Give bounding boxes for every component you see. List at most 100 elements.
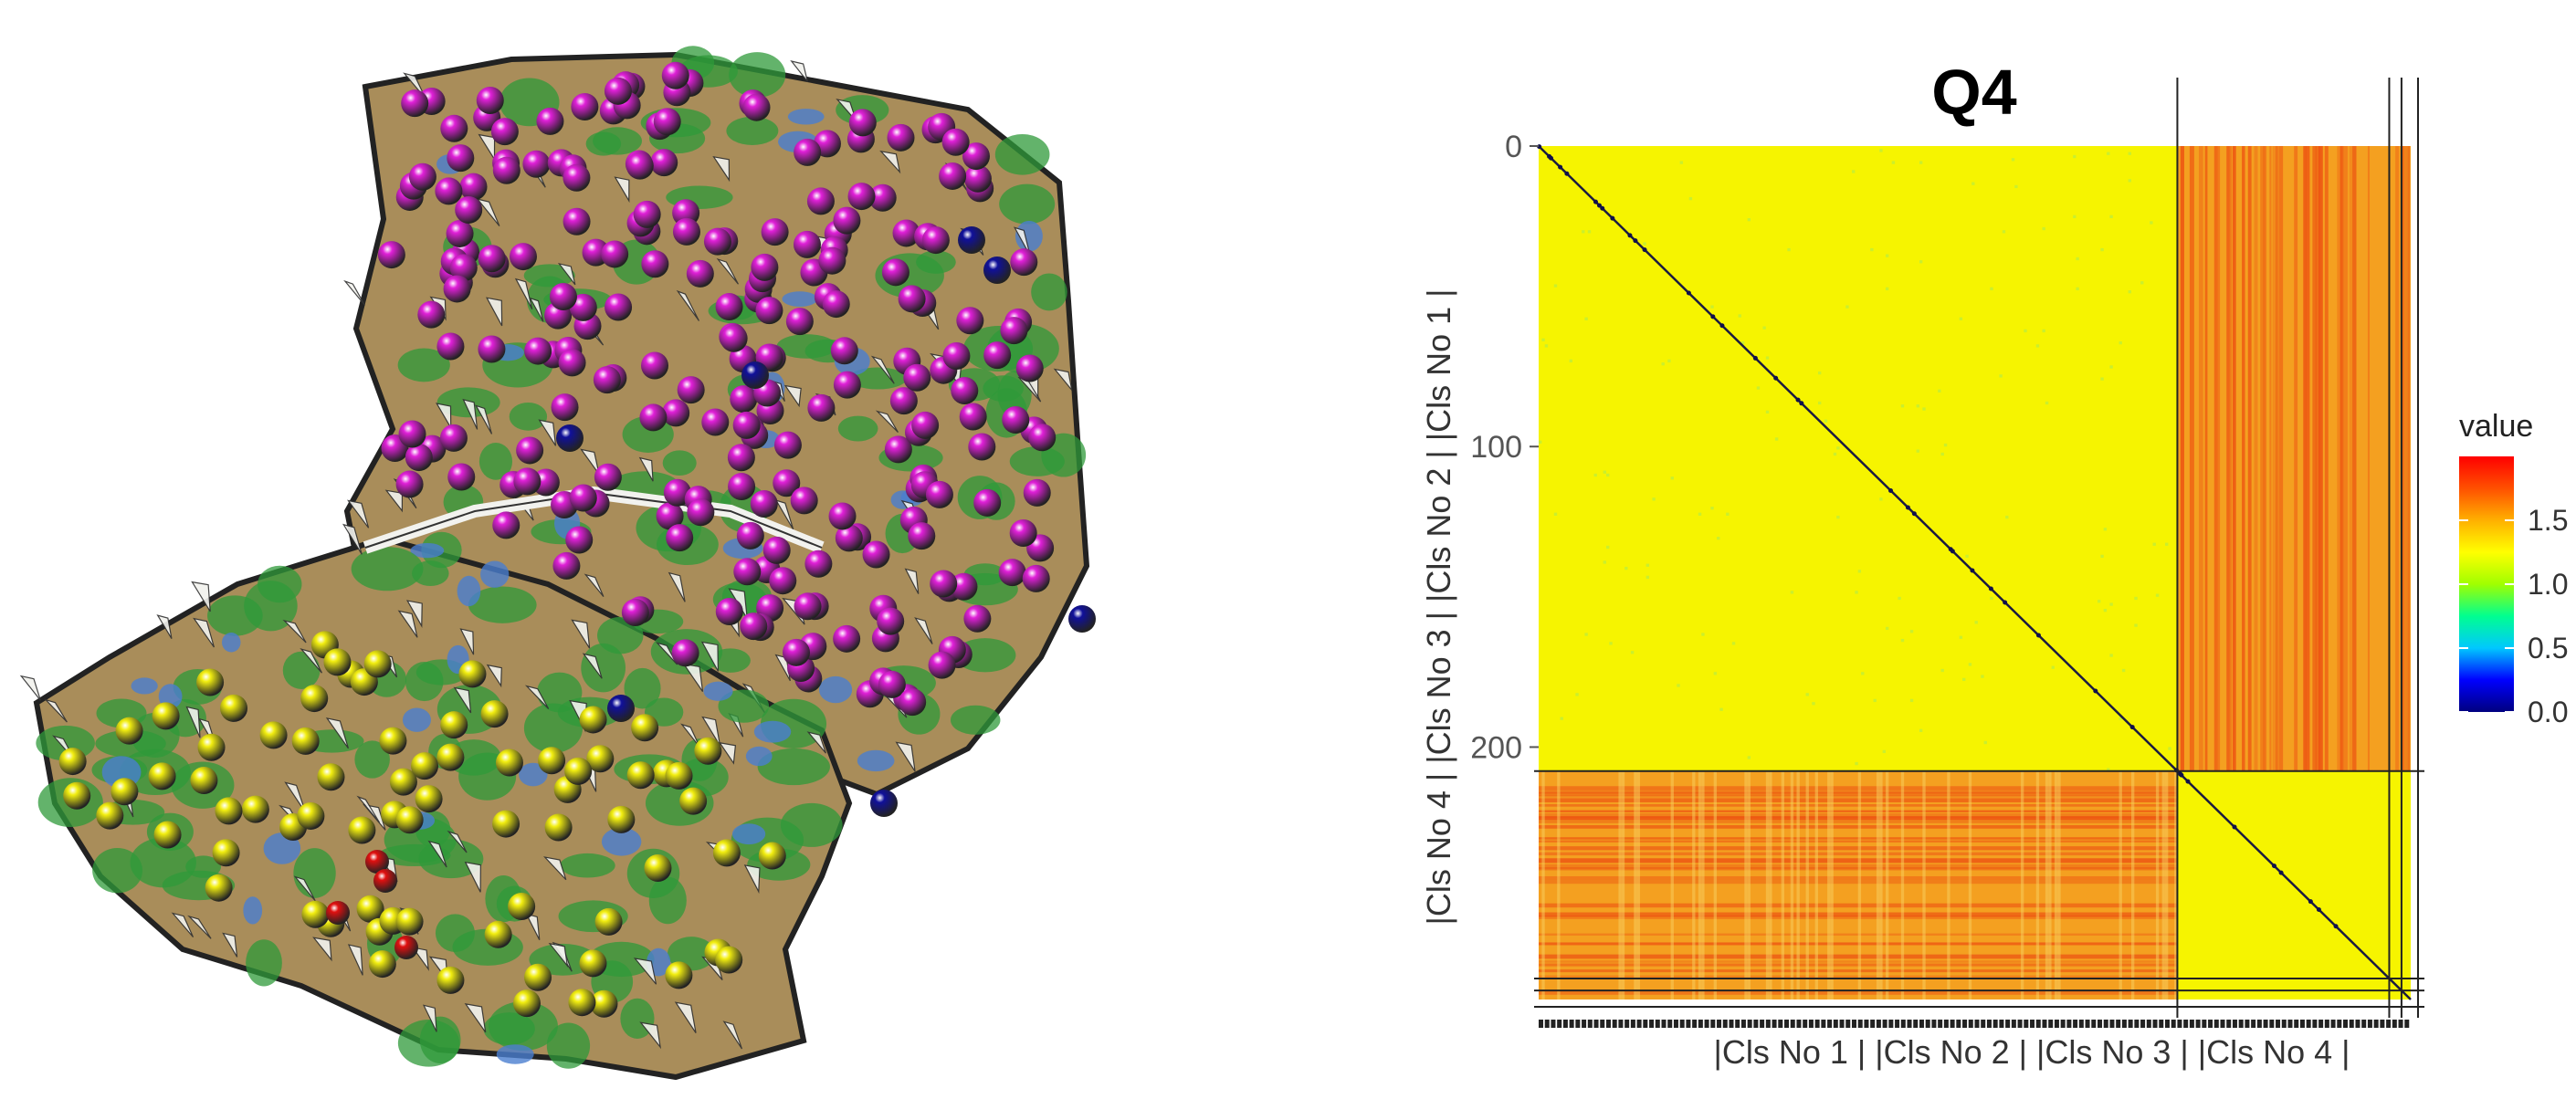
terrain-patch xyxy=(560,853,615,878)
marker-yellow xyxy=(679,787,708,815)
heatmap-diagonal-cell xyxy=(1596,203,1602,208)
heatmap-cell-column xyxy=(1713,770,1718,1000)
heatmap-cell xyxy=(1569,359,1572,363)
heatmap-cell xyxy=(2140,281,2144,285)
x-tick-mark xyxy=(1999,1020,2004,1028)
marker-magenta xyxy=(862,540,890,569)
heatmap-cell-column xyxy=(2057,770,2061,1000)
heatmap-diagonal-cell xyxy=(1610,215,1615,221)
heatmap-diagonal-cell xyxy=(2316,907,2321,913)
heatmap-diagonal-cell xyxy=(1600,205,1605,211)
heatmap-cell xyxy=(2109,602,2113,606)
heatmap-diagonal-cell xyxy=(1558,164,1563,170)
heatmap-cell-row xyxy=(1539,816,2178,821)
terrain-patch xyxy=(1015,220,1043,252)
heatmap-cell-column xyxy=(1557,770,1561,1000)
marker-yellow xyxy=(436,966,465,994)
heatmap-cell xyxy=(2076,287,2079,291)
x-tick-mark xyxy=(1827,1020,1833,1028)
terrain-ridge xyxy=(584,573,605,598)
x-tick-mark xyxy=(1814,1020,1820,1028)
heatmap-cell xyxy=(1747,756,1751,759)
heatmap-cell-column xyxy=(2263,146,2266,771)
terrain-ridge xyxy=(542,856,567,881)
terrain-patch xyxy=(246,939,282,987)
marker-yellow xyxy=(568,989,596,1017)
terrain-ridge xyxy=(19,675,41,701)
x-tick-mark xyxy=(1925,1020,1930,1028)
heatmap-cell xyxy=(1575,693,1579,696)
heatmap-cell xyxy=(1898,596,1901,601)
terrain-patch xyxy=(419,1016,461,1063)
heatmap-cell xyxy=(1560,717,1563,720)
x-tick-mark xyxy=(2195,1020,2201,1028)
heatmap-cell xyxy=(1916,404,1919,408)
marker-yellow xyxy=(205,874,233,902)
heatmap-axes: 0 100 200 xyxy=(1470,78,2424,1028)
x-tick-mark xyxy=(2312,1020,2318,1028)
x-tick-mark xyxy=(1907,1020,1912,1028)
x-tick-mark xyxy=(1784,1020,1790,1028)
marker-magenta xyxy=(686,259,714,288)
x-tick-mark xyxy=(1931,1020,1937,1028)
heatmap-cell xyxy=(1787,247,1791,252)
heatmap-cell xyxy=(1943,443,1948,447)
heatmap-cell xyxy=(1652,497,1656,501)
terrain-ridge xyxy=(282,619,307,644)
heatmap-cell-column xyxy=(2260,146,2265,771)
x-tick-mark xyxy=(2171,1020,2176,1028)
marker-yellow xyxy=(694,737,722,765)
x-tick-mark xyxy=(2343,1020,2349,1028)
heatmap-diagonal-cell xyxy=(1564,171,1570,176)
heatmap-cell xyxy=(1940,452,1944,456)
heatmap-diagonal-cell xyxy=(2035,633,2041,638)
terrain-patch xyxy=(351,547,424,591)
heatmap-cell xyxy=(1974,621,1978,624)
heatmap-cell-column xyxy=(2318,146,2323,771)
marker-yellow xyxy=(415,785,443,813)
terrain-ridge xyxy=(342,523,363,555)
legend-tick-label: 1.5 xyxy=(2528,504,2568,537)
topographic-map xyxy=(19,46,1096,1081)
marker-blue xyxy=(607,695,635,722)
terrain-patch xyxy=(745,746,773,767)
heatmap-cell xyxy=(1882,749,1886,754)
heatmap-cell-column xyxy=(2339,146,2344,771)
x-tick-mark xyxy=(2386,1020,2392,1028)
marker-yellow xyxy=(215,797,243,825)
x-tick-mark xyxy=(2098,1020,2103,1028)
marker-yellow xyxy=(356,895,384,923)
marker-yellow xyxy=(513,989,541,1018)
x-tick-mark xyxy=(1575,1020,1581,1028)
x-tick-mark xyxy=(2164,1020,2170,1028)
x-tick-mark xyxy=(2024,1020,2029,1028)
marker-yellow xyxy=(96,801,124,830)
marker-yellow xyxy=(665,961,693,989)
x-tick-mark xyxy=(2251,1020,2256,1028)
heatmap-cell xyxy=(1679,161,1684,164)
terrain-ridge xyxy=(312,937,332,962)
x-tick-mark xyxy=(2116,1020,2121,1028)
heatmap-cell-row xyxy=(1539,963,2178,967)
terrain-ridge xyxy=(384,489,404,513)
marker-magenta xyxy=(962,142,990,171)
marker-magenta xyxy=(715,597,743,625)
marker-magenta xyxy=(604,77,632,105)
marker-magenta xyxy=(951,377,979,405)
marker-magenta xyxy=(1009,519,1037,548)
marker-magenta xyxy=(889,387,918,415)
heatmap-cell-column xyxy=(1670,770,1674,1000)
heatmap-cell-column xyxy=(2242,146,2245,771)
terrain-patch xyxy=(787,109,825,125)
marker-blue xyxy=(1068,605,1096,633)
marker-magenta xyxy=(513,467,541,496)
heatmap-cell xyxy=(1833,452,1837,456)
x-tick-mark xyxy=(2330,1020,2336,1028)
marker-yellow xyxy=(301,900,330,928)
marker-magenta xyxy=(868,183,897,212)
terrain-patch xyxy=(243,896,263,925)
heatmap-cell xyxy=(1990,287,1993,291)
heatmap-cell xyxy=(2002,230,2006,234)
heatmap-cell xyxy=(1983,740,1987,745)
heatmap-cell-column xyxy=(2337,146,2342,771)
